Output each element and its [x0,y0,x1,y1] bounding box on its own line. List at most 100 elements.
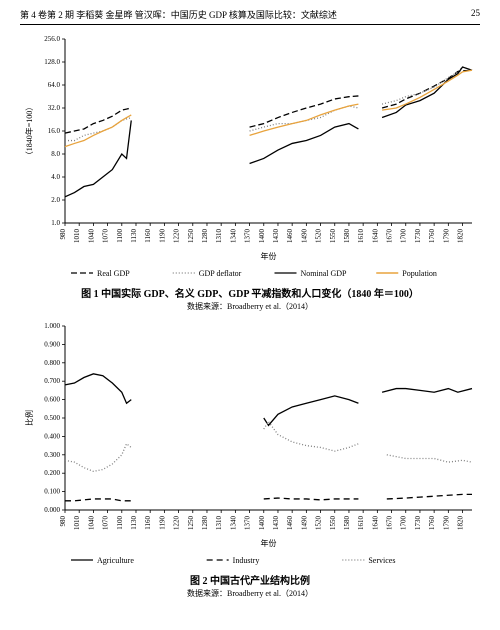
svg-text:8.0: 8.0 [51,150,60,158]
svg-text:1130: 1130 [130,516,138,530]
svg-text:1100: 1100 [116,229,124,243]
svg-text:1010: 1010 [73,516,81,531]
running-head-text: 第 4 卷第 2 期 李稻葵 金星晔 管汉晖：中国历史 GDP 核算及国际比较：… [20,8,337,21]
svg-text:1040: 1040 [87,516,95,531]
svg-text:1610: 1610 [357,229,365,244]
svg-text:Nominal GDP: Nominal GDP [301,269,348,278]
svg-text:1670: 1670 [386,516,394,531]
svg-text:1730: 1730 [414,516,422,531]
svg-text:64.0: 64.0 [48,81,61,89]
svg-text:比例: 比例 [24,410,34,426]
svg-text:0.100: 0.100 [44,488,60,496]
svg-text:1160: 1160 [144,229,152,243]
svg-text:256.0: 256.0 [44,35,60,43]
svg-text:1490: 1490 [300,516,308,531]
figure-1-caption: 图 1 中国实际 GDP、名义 GDP、GDP 平减指数和人口变化（1840 年… [20,285,480,300]
svg-text:1400: 1400 [258,229,266,244]
svg-text:1460: 1460 [286,229,294,244]
svg-text:1700: 1700 [400,229,408,244]
page-number: 25 [471,8,480,21]
svg-text:1640: 1640 [371,516,379,531]
svg-text:1820: 1820 [457,229,465,244]
svg-text:0.800: 0.800 [44,359,60,367]
svg-text:1610: 1610 [357,516,365,531]
svg-text:4.0: 4.0 [51,173,60,181]
svg-text:1760: 1760 [428,229,436,244]
svg-text:1220: 1220 [173,516,181,531]
svg-text:2.0: 2.0 [51,196,60,204]
svg-text:1550: 1550 [329,516,337,531]
svg-text:0.300: 0.300 [44,451,60,459]
running-head: 第 4 卷第 2 期 李稻葵 金星晔 管汉晖：中国历史 GDP 核算及国际比较：… [20,8,480,25]
svg-text:1370: 1370 [244,516,252,531]
svg-text:1340: 1340 [229,229,237,244]
svg-text:年份: 年份 [261,538,277,548]
svg-text:980: 980 [59,229,67,240]
svg-text:1.0: 1.0 [51,219,60,227]
svg-text:1730: 1730 [414,229,422,244]
svg-text:（1840年=100）: （1840年=100） [24,103,34,160]
svg-text:980: 980 [59,516,67,527]
svg-text:1700: 1700 [400,516,408,531]
svg-text:0.600: 0.600 [44,396,60,404]
svg-text:1250: 1250 [187,229,195,244]
svg-text:0.200: 0.200 [44,469,60,477]
svg-text:1580: 1580 [343,516,351,531]
svg-text:1220: 1220 [173,229,181,244]
svg-text:1070: 1070 [102,516,110,531]
figure-2: 0.000 0.100 0.200 0.300 0.400 0.500 0.600 0.700… [20,320,480,599]
svg-text:1.000: 1.000 [44,322,60,330]
svg-text:1580: 1580 [343,229,351,244]
svg-text:1280: 1280 [201,229,209,244]
svg-text:0.700: 0.700 [44,377,60,385]
figure-1-chart: 1.0 2.0 4.0 8.0 16.0 32.0 64.0 128.0 256.0 （1840年… [20,33,480,283]
svg-text:Industry: Industry [233,556,260,565]
svg-text:1460: 1460 [286,516,294,531]
figure-2-caption: 图 2 中国古代产业结构比例 [20,572,480,587]
figure-2-source: 数据来源：Broadberry et al.（2014） [20,588,480,599]
svg-text:1160: 1160 [144,516,152,530]
svg-text:1640: 1640 [371,229,379,244]
svg-text:0.400: 0.400 [44,432,60,440]
svg-text:1670: 1670 [386,229,394,244]
svg-text:1070: 1070 [102,229,110,244]
svg-text:1010: 1010 [73,229,81,244]
svg-text:Services: Services [368,556,395,565]
svg-text:1790: 1790 [442,516,450,531]
svg-text:1100: 1100 [116,516,124,530]
svg-text:16.0: 16.0 [48,127,61,135]
svg-text:GDP deflator: GDP deflator [199,269,242,278]
figure-1-source: 数据来源：Broadberry et al.（2014） [20,301,480,312]
svg-text:1430: 1430 [272,516,280,531]
svg-text:1370: 1370 [244,229,252,244]
svg-text:1430: 1430 [272,229,280,244]
svg-text:1520: 1520 [315,229,323,244]
svg-text:1040: 1040 [87,229,95,244]
svg-text:年份: 年份 [261,251,277,261]
svg-text:0.500: 0.500 [44,414,60,422]
svg-text:1130: 1130 [130,229,138,243]
svg-text:1250: 1250 [187,516,195,531]
svg-text:1550: 1550 [329,229,337,244]
svg-text:1190: 1190 [158,229,166,243]
svg-text:1310: 1310 [215,516,223,531]
svg-text:1190: 1190 [158,516,166,530]
svg-text:1280: 1280 [201,516,209,531]
page: 第 4 卷第 2 期 李稻葵 金星晔 管汉晖：中国历史 GDP 核算及国际比较：… [0,0,500,617]
svg-text:1520: 1520 [315,516,323,531]
svg-text:1790: 1790 [442,229,450,244]
svg-text:Real GDP: Real GDP [97,269,130,278]
svg-text:1340: 1340 [229,516,237,531]
svg-text:0.000: 0.000 [44,506,60,514]
svg-text:1760: 1760 [428,516,436,531]
svg-text:0.900: 0.900 [44,340,60,348]
figure-1: 1.0 2.0 4.0 8.0 16.0 32.0 64.0 128.0 256.0 （1840年… [20,33,480,312]
svg-text:128.0: 128.0 [44,58,60,66]
svg-text:1310: 1310 [215,229,223,244]
svg-text:1400: 1400 [258,516,266,531]
svg-text:32.0: 32.0 [48,104,61,112]
svg-text:1490: 1490 [300,229,308,244]
figure-2-chart: 0.000 0.100 0.200 0.300 0.400 0.500 0.600 0.700… [20,320,480,570]
svg-text:Population: Population [402,269,437,278]
svg-text:1820: 1820 [457,516,465,531]
